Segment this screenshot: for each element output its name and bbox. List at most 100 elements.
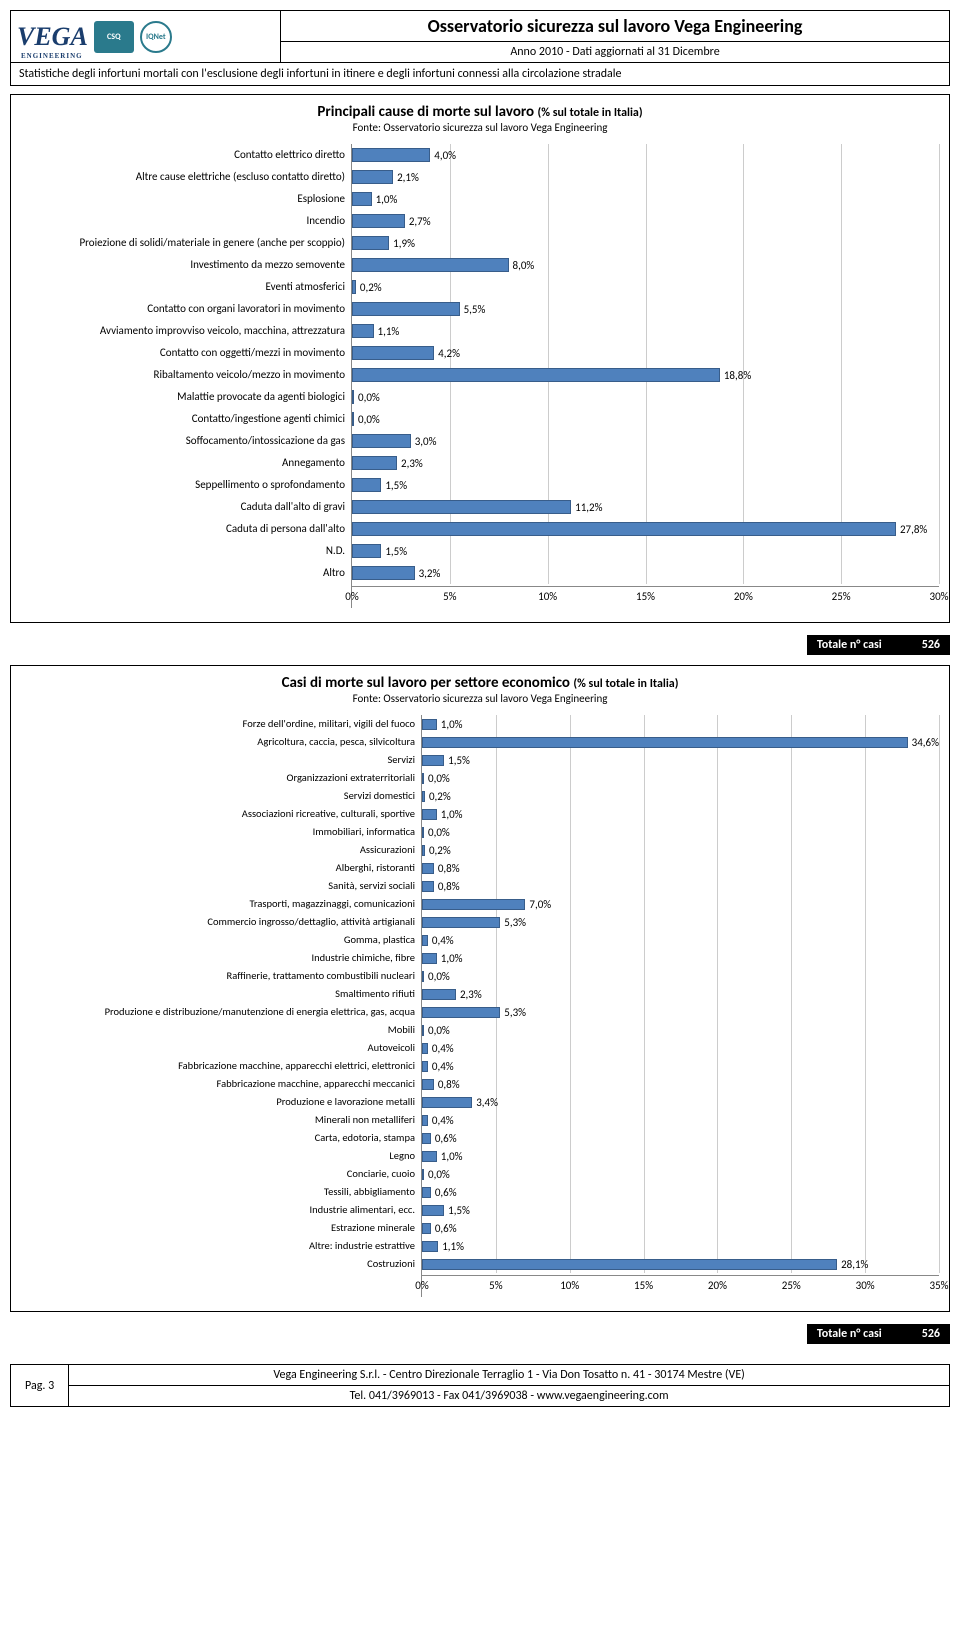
chart-label: Commercio ingrosso/dettaglio, attività a… — [21, 913, 415, 931]
chart-row: 0,0% — [352, 408, 939, 430]
chart-value: 5,3% — [504, 1006, 526, 1019]
x-tick: 5% — [489, 1279, 502, 1292]
chart-row: 27,8% — [352, 518, 939, 540]
page-header: VEGA CSQ IQNet Osservatorio sicurezza su… — [10, 10, 950, 86]
chart-row: 7,0% — [422, 895, 939, 913]
chart1-title-small: (% sul totale in Italia) — [538, 106, 643, 120]
chart-bar — [352, 478, 381, 492]
chart-row: 1,5% — [352, 474, 939, 496]
chart-label: Contatto elettrico diretto — [21, 144, 345, 166]
chart-label: Forze dell'ordine, militari, vigili del … — [21, 715, 415, 733]
chart-value: 1,0% — [441, 718, 463, 731]
chart2-source: Fonte: Osservatorio sicurezza sul lavoro… — [21, 692, 939, 705]
chart-row: 0,6% — [422, 1219, 939, 1237]
chart-label: Legno — [21, 1147, 415, 1165]
x-tick: 10% — [538, 590, 557, 603]
chart-value: 0,8% — [438, 1078, 460, 1091]
chart-row: 8,0% — [352, 254, 939, 276]
chart-bar — [422, 989, 456, 1000]
chart-label: Gomma, plastica — [21, 931, 415, 949]
chart-label: Malattie provocate da agenti biologici — [21, 386, 345, 408]
page-number: Pag. 3 — [11, 1365, 69, 1406]
chart-bar — [422, 1079, 434, 1090]
chart-bar — [422, 791, 425, 802]
chart-bar — [422, 899, 525, 910]
chart-bar — [422, 1169, 424, 1180]
chart-bar — [352, 390, 354, 404]
chart-bar — [422, 773, 424, 784]
chart-row: 0,8% — [422, 859, 939, 877]
chart-label: Contatto con oggetti/mezzi in movimento — [21, 342, 345, 364]
chart-label: Agricoltura, caccia, pesca, silvicoltura — [21, 733, 415, 751]
chart-bar — [422, 1259, 837, 1270]
chart1-title: Principali cause di morte sul lavoro (% … — [21, 103, 939, 121]
chart-bar — [352, 412, 354, 426]
total-box-2: Totale n° casi 526 — [807, 1324, 950, 1344]
chart-bar — [422, 971, 424, 982]
chart-bar — [352, 456, 397, 470]
chart-bar — [422, 1205, 444, 1216]
chart-value: 0,0% — [358, 413, 380, 426]
chart-value: 11,2% — [575, 501, 602, 514]
chart-row: 0,6% — [422, 1183, 939, 1201]
chart-row: 1,0% — [422, 1147, 939, 1165]
x-tick: 30% — [856, 1279, 875, 1292]
chart-value: 0,4% — [432, 1114, 454, 1127]
chart-row: 2,3% — [352, 452, 939, 474]
chart-label: Esplosione — [21, 188, 345, 210]
chart-value: 1,0% — [441, 808, 463, 821]
chart-value: 0,6% — [435, 1132, 457, 1145]
chart-value: 1,5% — [385, 545, 407, 558]
x-tick: 0% — [415, 1279, 428, 1292]
chart-label: Incendio — [21, 210, 345, 232]
chart-row: 0,0% — [352, 386, 939, 408]
chart-bar — [422, 1043, 428, 1054]
chart-row: 18,8% — [352, 364, 939, 386]
chart-value: 0,2% — [360, 281, 382, 294]
chart-label: Tessili, abbigliamento — [21, 1183, 415, 1201]
chart-bar — [422, 1061, 428, 1072]
chart-bar — [422, 1007, 500, 1018]
chart-row: 3,2% — [352, 562, 939, 584]
chart-row: 5,3% — [422, 1003, 939, 1021]
chart-bar — [422, 953, 437, 964]
chart-bar — [422, 1241, 438, 1252]
x-tick: 15% — [636, 590, 655, 603]
chart-value: 8,0% — [513, 259, 535, 272]
chart-label: Smaltimento rifiuti — [21, 985, 415, 1003]
csq-badge: CSQ — [94, 21, 134, 53]
x-tick: 30% — [929, 590, 948, 603]
chart-bar — [422, 1133, 431, 1144]
chart-bar — [422, 935, 428, 946]
chart-value: 0,4% — [432, 934, 454, 947]
chart-row: 1,0% — [422, 949, 939, 967]
chart-row: 5,3% — [422, 913, 939, 931]
chart-label: Autoveicoli — [21, 1039, 415, 1057]
chart-value: 1,0% — [441, 952, 463, 965]
chart-label: Trasporti, magazzinaggi, comunicazioni — [21, 895, 415, 913]
chart-label: Sanità, servizi sociali — [21, 877, 415, 895]
chart-bar — [422, 1223, 431, 1234]
chart-bar — [422, 809, 437, 820]
total-row-2: Totale n° casi 526 — [10, 1324, 950, 1344]
chart-value: 1,5% — [448, 754, 470, 767]
chart-row: 0,4% — [422, 1039, 939, 1057]
page-footer: Pag. 3 Vega Engineering S.r.l. - Centro … — [10, 1364, 950, 1407]
chart2-plot: Forze dell'ordine, militari, vigili del … — [21, 715, 939, 1297]
chart-value: 0,0% — [358, 391, 380, 404]
chart-label: Mobili — [21, 1021, 415, 1039]
chart-row: 2,3% — [422, 985, 939, 1003]
chart-row: 3,4% — [422, 1093, 939, 1111]
chart-bar — [422, 1151, 437, 1162]
chart-row: 2,1% — [352, 166, 939, 188]
chart-label: Proiezione di solidi/materiale in genere… — [21, 232, 345, 254]
chart-value: 28,1% — [841, 1258, 868, 1271]
chart-label: Altre: industrie estrattive — [21, 1237, 415, 1255]
chart-bar — [422, 863, 434, 874]
chart-value: 2,3% — [401, 457, 423, 470]
total-box: Totale n° casi 526 — [807, 635, 950, 655]
chart-label: Caduta dall'alto di gravi — [21, 496, 345, 518]
total-label-2: Totale n° casi — [817, 1327, 882, 1341]
iqnet-badge: IQNet — [140, 21, 172, 53]
total-value-2: 526 — [922, 1327, 940, 1341]
